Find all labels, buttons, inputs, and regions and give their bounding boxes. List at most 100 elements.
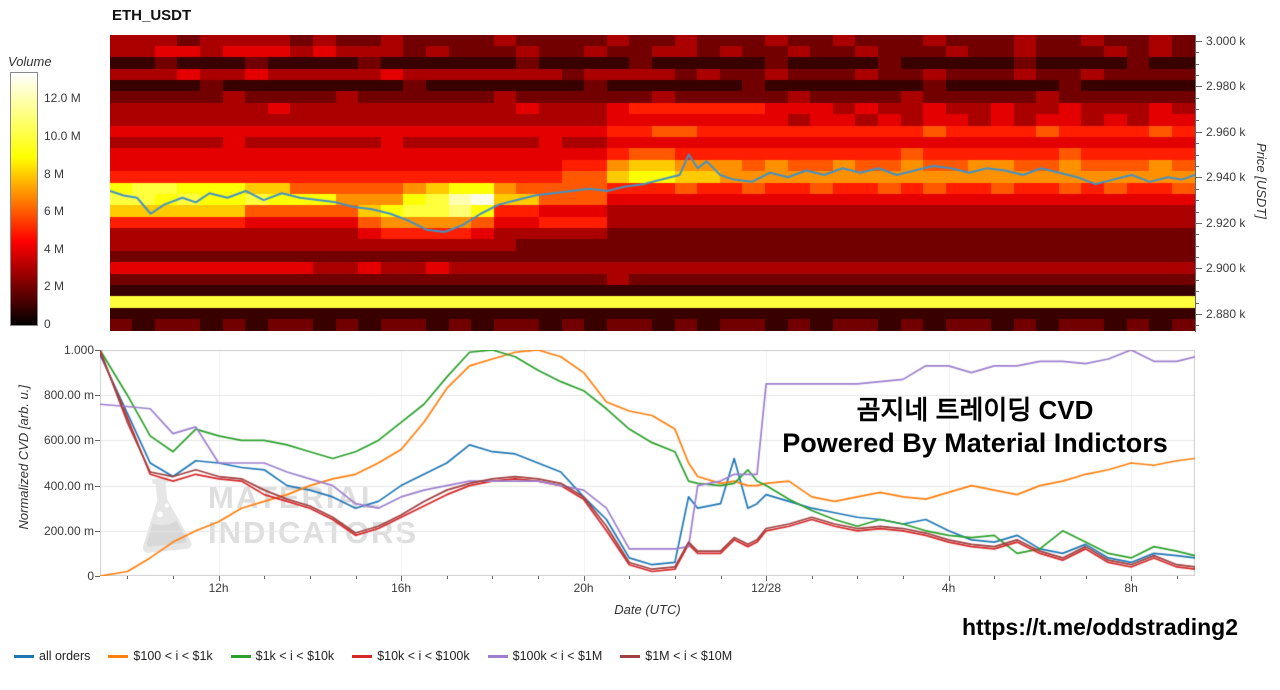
cvd-y-tick-label: 800.00 m <box>43 388 94 403</box>
price-axis-tick-label: 2.960 k <box>1206 124 1246 139</box>
cvd-x-minor-tick <box>173 576 174 579</box>
cvd-x-minor-tick <box>903 576 904 579</box>
price-axis-minor-tick <box>1196 211 1199 213</box>
cvd-x-tick-label: 20h <box>573 581 594 595</box>
cvd-y-tick <box>95 440 100 442</box>
price-axis-major-tick <box>1196 313 1202 315</box>
price-axis-tick-label: 2.940 k <box>1206 170 1246 185</box>
legend-label: $100k < i < $1M <box>512 649 603 663</box>
cvd-x-major-tick <box>1131 576 1133 581</box>
price-axis-tick-label: 2.880 k <box>1206 306 1246 321</box>
cvd-y-tick-label: 400.00 m <box>43 478 94 493</box>
colorbar-tick-label: 4 M <box>44 241 65 256</box>
price-axis-minor-tick <box>1196 97 1199 99</box>
overlay-line2: Powered By Material Indictors <box>782 427 1168 458</box>
price-axis-tick-label: 2.920 k <box>1206 215 1246 230</box>
price-axis-tick-label: 2.980 k <box>1206 79 1246 94</box>
legend-item-100-1k[interactable]: $100 < i < $1k <box>108 649 213 663</box>
cvd-x-minor-tick <box>629 576 631 579</box>
colorbar-tick-label: 6 M <box>44 204 65 219</box>
price-axis-minor-tick <box>1196 188 1199 190</box>
cvd-y-ticks <box>95 350 100 577</box>
cvd-x-minor-tick <box>355 576 357 579</box>
colorbar-ticks: 12.0 M 10.0 M 8 M 6 M 4 M 2 M 0 <box>44 72 114 331</box>
cvd-x-minor-tick <box>994 576 996 579</box>
price-axis-minor-tick <box>1196 120 1199 122</box>
price-axis-minor-tick <box>1196 52 1199 54</box>
colorbar-tick-label: 10.0 M <box>44 128 81 143</box>
price-axis-minor-tick <box>1196 165 1199 167</box>
legend: all orders $100 < i < $1k $1k < i < $10k… <box>14 649 732 663</box>
price-axis-tick-label: 3.000 k <box>1206 33 1246 48</box>
cvd-x-minor-tick <box>538 576 539 579</box>
cvd-y-tick-label: 1.000 <box>63 343 94 357</box>
cvd-x-minor-tick <box>1176 576 1178 579</box>
legend-item-1k-10k[interactable]: $1k < i < $10k <box>230 649 335 663</box>
cvd-x-major-tick <box>218 576 220 581</box>
price-axis-minor-tick <box>1196 234 1199 236</box>
colorbar-tick-label: 12.0 M <box>44 91 81 106</box>
cvd-x-minor-tick <box>309 576 311 579</box>
legend-item-all-orders[interactable]: all orders <box>14 649 90 663</box>
price-axis-minor-tick <box>1196 74 1199 76</box>
cvd-x-axis: 12h 16h 20h 12/28 4h 8h <box>100 581 1195 597</box>
cvd-x-minor-tick <box>264 576 266 579</box>
price-axis-minor-tick <box>1196 279 1199 281</box>
colorbar-tick-label: 0 <box>44 317 51 331</box>
cvd-y-tick <box>95 395 100 397</box>
cvd-x-minor-tick <box>1039 576 1041 579</box>
legend-label: all orders <box>39 649 91 663</box>
legend-label: $1k < i < $10k <box>255 649 335 663</box>
page-title: ETH_USDT <box>112 7 192 24</box>
overlay-text: 곰지네 트레이딩 CVD Powered By Material Indicto… <box>745 394 1205 460</box>
price-axis-major-tick <box>1196 222 1202 224</box>
cvd-x-ticks <box>100 576 1195 584</box>
price-axis-minor-tick <box>1196 154 1199 156</box>
cvd-y-tick-label: 200.00 m <box>43 523 94 538</box>
cvd-y-axis: 1.000 800.00 m 600.00 m 400.00 m 200.00 m 0 <box>18 343 94 583</box>
legend-swatch <box>620 654 641 658</box>
cvd-x-minor-tick <box>1085 576 1087 579</box>
cvd-x-minor-tick <box>720 576 722 579</box>
legend-item-100k-1m[interactable]: $100k < i < $1M <box>487 649 603 663</box>
overlay-line1: 곰지네 트레이딩 CVD <box>856 395 1094 425</box>
price-axis-minor-tick <box>1196 291 1199 293</box>
legend-item-1m-10m[interactable]: $1M < i < $10M <box>620 649 732 663</box>
legend-label: $10k < i < $100k <box>377 649 470 663</box>
price-axis-minor-tick <box>1196 257 1199 258</box>
price-axis-major-tick <box>1196 177 1202 179</box>
legend-item-10k-100k[interactable]: $10k < i < $100k <box>352 649 470 663</box>
colorbar-tick-label: 8 M <box>44 166 65 181</box>
price-axis-minor-tick <box>1196 325 1199 327</box>
price-axis-minor-tick <box>1196 245 1199 247</box>
legend-swatch <box>108 654 129 658</box>
cvd-y-tick <box>95 576 100 577</box>
price-axis-minor-tick <box>1196 200 1199 202</box>
heatmap-canvas <box>110 35 1195 331</box>
cvd-x-minor-tick <box>127 576 129 579</box>
price-axis-title: Price [USDT] <box>1254 143 1269 219</box>
cvd-x-major-tick <box>948 576 950 581</box>
cvd-y-tick-label: 600.00 m <box>43 433 94 448</box>
colorbar-canvas <box>10 72 38 326</box>
legend-swatch <box>14 654 34 658</box>
cvd-x-minor-tick <box>857 576 859 579</box>
price-axis-tick-label: 2.900 k <box>1206 261 1246 276</box>
price-axis-minor-tick <box>1196 63 1199 65</box>
legend-label: $100 < i < $1k <box>133 649 213 663</box>
legend-swatch <box>230 654 251 658</box>
price-axis-major-tick <box>1196 86 1202 88</box>
legend-swatch <box>487 654 508 658</box>
telegram-link[interactable]: https://t.me/oddstrading2 <box>962 614 1238 640</box>
colorbar-title: Volume <box>8 54 52 69</box>
cvd-x-minor-tick <box>674 576 676 579</box>
cvd-x-major-tick <box>583 576 585 581</box>
price-axis-major-tick <box>1196 40 1202 42</box>
cvd-x-major-tick <box>401 576 403 581</box>
cvd-y-tick <box>95 350 100 351</box>
price-axis-minor-tick <box>1196 109 1199 110</box>
colorbar-tick-label: 2 M <box>44 279 65 294</box>
cvd-x-tick-label: 4h <box>941 581 956 595</box>
legend-swatch <box>352 654 373 658</box>
